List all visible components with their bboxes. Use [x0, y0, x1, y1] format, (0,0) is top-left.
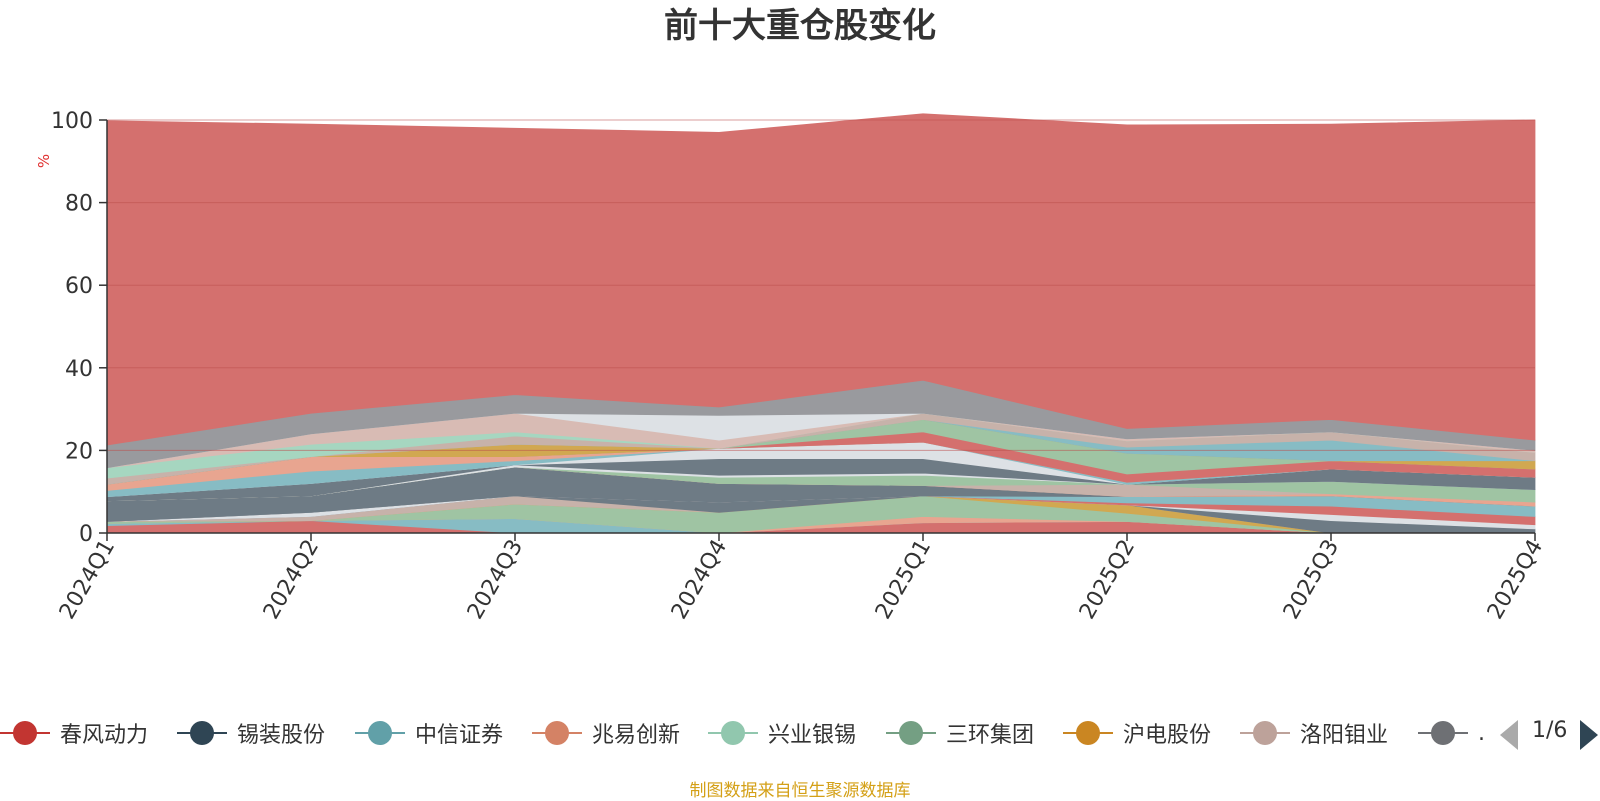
x-tick-label: 2024Q4: [667, 536, 732, 624]
legend-item[interactable]: .: [1418, 715, 1485, 751]
legend-page-indicator: 1/6: [1532, 718, 1568, 743]
y-tick-label: 0: [79, 522, 93, 547]
legend-marker-icon: [1418, 715, 1468, 751]
legend-dot: [1253, 721, 1277, 745]
legend-marker-icon: [1063, 715, 1113, 751]
legend-label: 兴业银锡: [768, 723, 857, 748]
legend-marker-icon: [708, 715, 758, 751]
legend-next-icon[interactable]: [1580, 720, 1598, 750]
x-tick-label: 2025Q3: [1279, 536, 1344, 624]
legend-item[interactable]: 春风动力: [0, 715, 148, 751]
y-tick-label: 100: [51, 109, 93, 134]
x-tick-label: 2024Q3: [463, 536, 528, 624]
x-tick-label: 2025Q2: [1075, 536, 1140, 624]
legend-label: 锡装股份: [237, 723, 326, 748]
legend-label: 沪电股份: [1123, 723, 1212, 748]
legend-marker-icon: [177, 715, 227, 751]
legend: 春风动力 锡装股份 中信证券 兆易创新 兴业银锡 三环集团 沪电股份 洛阳钼业.: [0, 715, 1600, 755]
legend-dot: [899, 721, 923, 745]
y-tick-label: 80: [65, 192, 93, 217]
legend-item[interactable]: 沪电股份: [1063, 715, 1211, 751]
x-tick-label: 2024Q2: [259, 536, 324, 624]
legend-marker-icon: [1240, 715, 1290, 751]
legend-dot: [368, 721, 392, 745]
source-note: 制图数据来自恒生聚源数据库: [689, 781, 911, 801]
y-tick-label: 20: [65, 439, 93, 464]
legend-label: 春风动力: [60, 723, 149, 748]
legend-item[interactable]: 兴业银锡: [708, 715, 856, 751]
legend-item[interactable]: 锡装股份: [177, 715, 325, 751]
legend-marker-icon: [0, 715, 50, 751]
legend-item[interactable]: 洛阳钼业: [1240, 715, 1388, 751]
legend-marker-icon: [886, 715, 936, 751]
area-layer: [106, 113, 1536, 534]
legend-marker-icon: [355, 715, 405, 751]
legend-dot: [721, 721, 745, 745]
chart-title: 前十大重仓股变化: [664, 6, 936, 46]
legend-item[interactable]: 中信证券: [355, 715, 503, 751]
legend-label: 中信证券: [415, 723, 504, 748]
legend-dot: [13, 721, 37, 745]
legend-dot: [545, 721, 569, 745]
legend-marker-icon: [532, 715, 582, 751]
x-tick-label: 2024Q1: [55, 536, 120, 624]
legend-dot: [190, 721, 214, 745]
legend-label: 三环集团: [946, 723, 1035, 748]
y-tick-label: 40: [65, 357, 93, 382]
legend-item[interactable]: 兆易创新: [532, 715, 680, 751]
legend-item[interactable]: 三环集团: [886, 715, 1034, 751]
x-tick-label: 2025Q4: [1483, 536, 1548, 624]
legend-label: 兆易创新: [592, 723, 681, 748]
area-series-29[interactable]: [106, 113, 1536, 446]
legend-label: 洛阳钼业: [1300, 723, 1389, 748]
legend-dot: [1431, 721, 1455, 745]
y-axis-label: %: [35, 154, 53, 168]
grid-layer: [107, 119, 1535, 451]
legend-dot: [1076, 721, 1100, 745]
legend-pager: 1/6: [1498, 718, 1598, 754]
legend-prev-icon[interactable]: [1500, 720, 1518, 750]
legend-label: .: [1478, 720, 1485, 746]
y-tick-label: 60: [65, 274, 93, 299]
x-tick-label: 2025Q1: [871, 536, 936, 624]
